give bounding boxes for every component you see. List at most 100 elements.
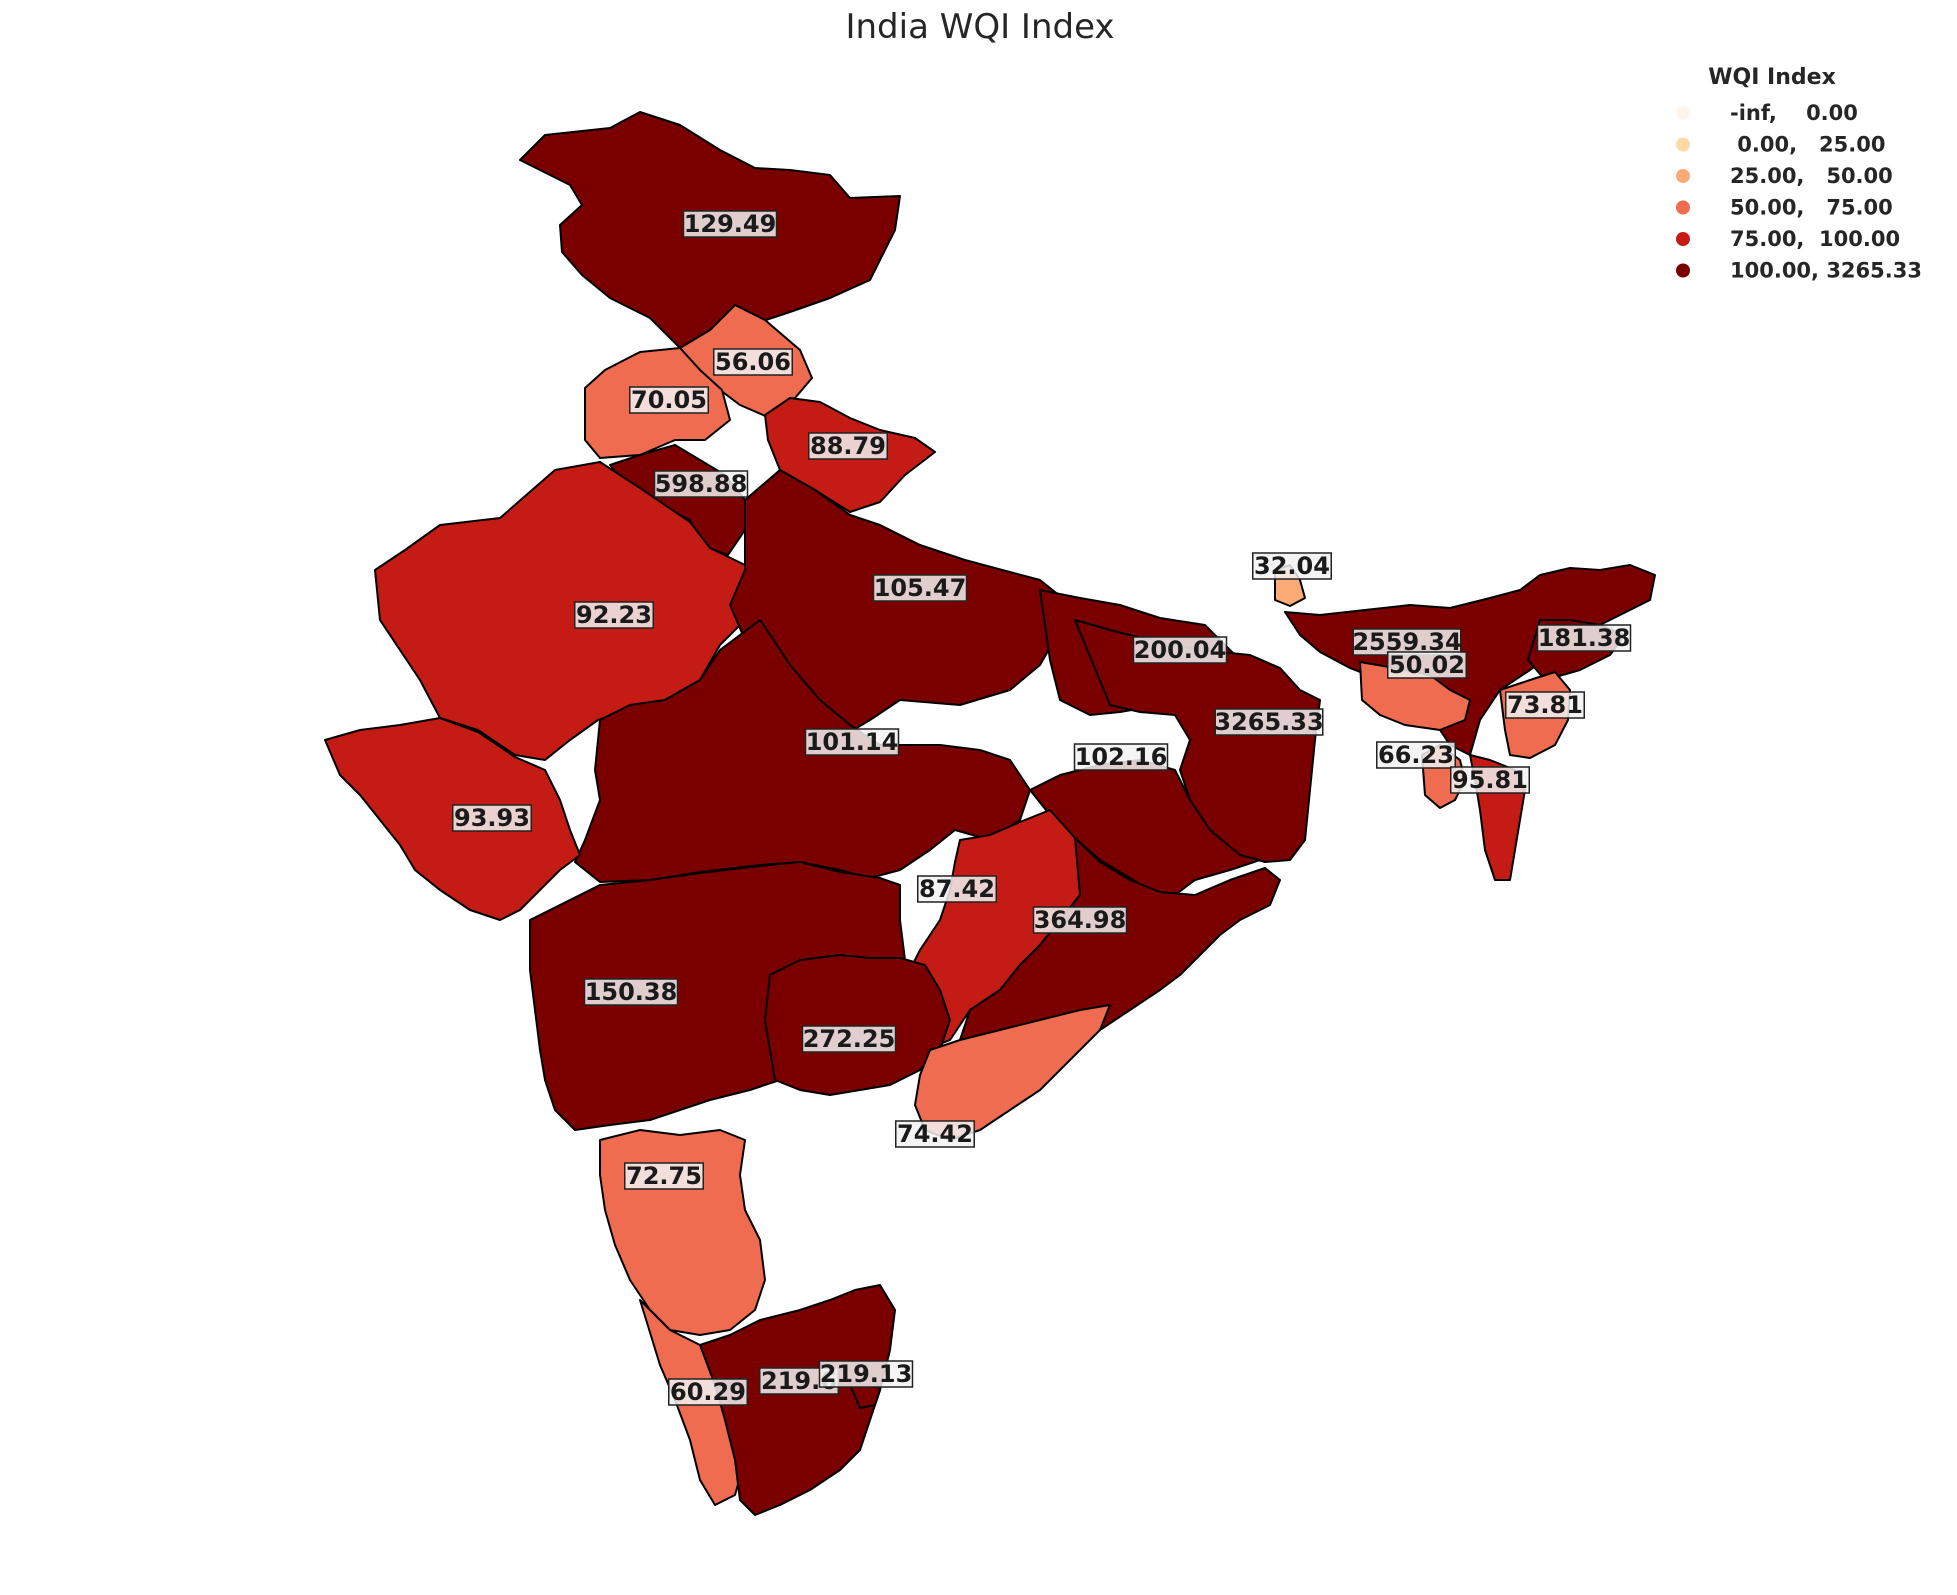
legend-item-label: 0.00, 25.00 <box>1730 133 1885 157</box>
region-219-6 <box>699 1284 896 1516</box>
legend-swatch <box>1676 263 1690 278</box>
value-label-box <box>1376 741 1456 769</box>
value-label: 272.25 <box>801 1025 897 1053</box>
value-label-text: 129.49 <box>684 210 777 238</box>
value-label: 88.79 <box>808 432 888 460</box>
value-label-box <box>1387 651 1467 679</box>
value-label-text: 102.16 <box>1075 743 1168 771</box>
legend-swatch <box>1676 200 1690 215</box>
value-label: 60.29 <box>668 1378 748 1406</box>
value-label-text: 150.38 <box>585 978 678 1006</box>
value-label: 3265.33 <box>1214 708 1323 736</box>
value-label-box <box>801 1025 897 1053</box>
legend-swatch <box>1676 169 1690 183</box>
value-label-box <box>872 574 968 602</box>
value-label-box <box>1032 906 1128 934</box>
region-72-75 <box>599 1129 766 1336</box>
legend-swatch <box>1676 106 1690 120</box>
value-label: 70.05 <box>629 386 709 414</box>
value-label-text: 364.98 <box>1034 906 1127 934</box>
value-label-text: 56.06 <box>715 348 791 376</box>
value-label-text: 32.04 <box>1254 552 1330 580</box>
value-label: 72.75 <box>624 1162 704 1190</box>
value-label-box <box>653 470 749 498</box>
value-label: 32.04 <box>1252 552 1332 580</box>
value-label: 73.81 <box>1505 691 1585 719</box>
legend-item-label: 50.00, 75.00 <box>1730 196 1893 220</box>
value-label-text: 93.93 <box>454 804 530 832</box>
value-label-box <box>1352 628 1462 656</box>
value-label-box <box>624 1162 704 1190</box>
value-label: 92.23 <box>574 601 654 629</box>
value-label-text: 92.23 <box>576 601 652 629</box>
value-label-box <box>1505 691 1585 719</box>
value-label-text: 72.75 <box>626 1162 702 1190</box>
value-label-box <box>1073 743 1169 771</box>
value-label: 95.81 <box>1450 766 1530 794</box>
value-label-box <box>804 728 900 756</box>
legend-item-label: -inf, 0.00 <box>1730 101 1858 125</box>
value-label-text: 74.42 <box>897 1120 973 1148</box>
value-label-box <box>1132 636 1228 664</box>
value-label-text: 60.29 <box>670 1378 746 1406</box>
value-label-text: 73.81 <box>1507 691 1583 719</box>
value-label-text: 95.81 <box>1452 766 1528 794</box>
value-label-text: 101.14 <box>806 728 899 756</box>
value-label: 150.38 <box>583 978 679 1006</box>
value-label-text: 66.23 <box>1378 741 1454 769</box>
legend-item-label: 75.00, 100.00 <box>1730 227 1900 251</box>
value-label: 66.23 <box>1376 741 1456 769</box>
legend: WQI Index -inf, 0.00 0.00, 25.00 25.00, 5… <box>1676 65 1922 283</box>
labels-layer: 129.49 56.06 70.05 88.79 598.88 92.23 105.47 32… <box>452 210 1632 1406</box>
legend-title: WQI Index <box>1708 65 1836 90</box>
value-label-box <box>583 978 679 1006</box>
value-label-text: 50.02 <box>1389 651 1465 679</box>
value-label-text: 70.05 <box>631 386 707 414</box>
value-label-box <box>808 432 888 460</box>
value-label: 105.47 <box>872 574 968 602</box>
value-label-text: 200.04 <box>1134 636 1227 664</box>
value-label-text: 598.88 <box>655 470 748 498</box>
value-label-text: 87.42 <box>919 875 995 903</box>
value-label: 219.13 <box>818 1360 914 1388</box>
value-label-text: 219.13 <box>820 1360 913 1388</box>
value-label-box <box>713 348 793 376</box>
value-label-text: 88.79 <box>810 432 886 460</box>
states-layer <box>324 111 1656 1516</box>
value-label: 181.38 <box>1536 624 1632 652</box>
value-label: 364.98 <box>1032 906 1128 934</box>
value-label: 93.93 <box>452 804 532 832</box>
legend-swatch <box>1676 232 1690 246</box>
value-label-text: 105.47 <box>874 574 967 602</box>
value-label-box <box>1536 624 1632 652</box>
value-label: 598.88 <box>653 470 749 498</box>
legend-items: -inf, 0.00 0.00, 25.00 25.00, 50.00 50.00,… <box>1676 101 1922 283</box>
value-label: 129.49 <box>682 210 778 238</box>
value-label-text: 3265.33 <box>1214 708 1323 736</box>
value-label: 50.02 <box>1387 651 1467 679</box>
value-label: 200.04 <box>1132 636 1228 664</box>
value-label-text: 181.38 <box>1538 624 1631 652</box>
value-label-box <box>818 1360 914 1388</box>
value-label-box <box>1214 708 1324 736</box>
legend-item-label: 25.00, 50.00 <box>1730 164 1893 188</box>
value-label: 101.14 <box>804 728 900 756</box>
region-364-98 <box>959 837 1281 1056</box>
value-label: 102.16 <box>1073 743 1169 771</box>
value-label: 56.06 <box>713 348 793 376</box>
map-title: India WQI Index <box>845 7 1114 47</box>
value-label: 87.42 <box>917 875 997 903</box>
value-label-box <box>917 875 997 903</box>
value-label-box <box>668 1378 748 1406</box>
value-label-box <box>452 804 532 832</box>
value-label: 74.42 <box>895 1120 975 1148</box>
legend-item-label: 100.00, 3265.33 <box>1730 259 1922 283</box>
value-label-box <box>574 601 654 629</box>
value-label-box <box>1450 766 1530 794</box>
value-label-box <box>682 210 778 238</box>
value-label-text: 272.25 <box>803 1025 896 1053</box>
legend-swatch <box>1676 137 1690 152</box>
value-label-box <box>1252 552 1332 580</box>
value-label-box <box>895 1120 975 1148</box>
